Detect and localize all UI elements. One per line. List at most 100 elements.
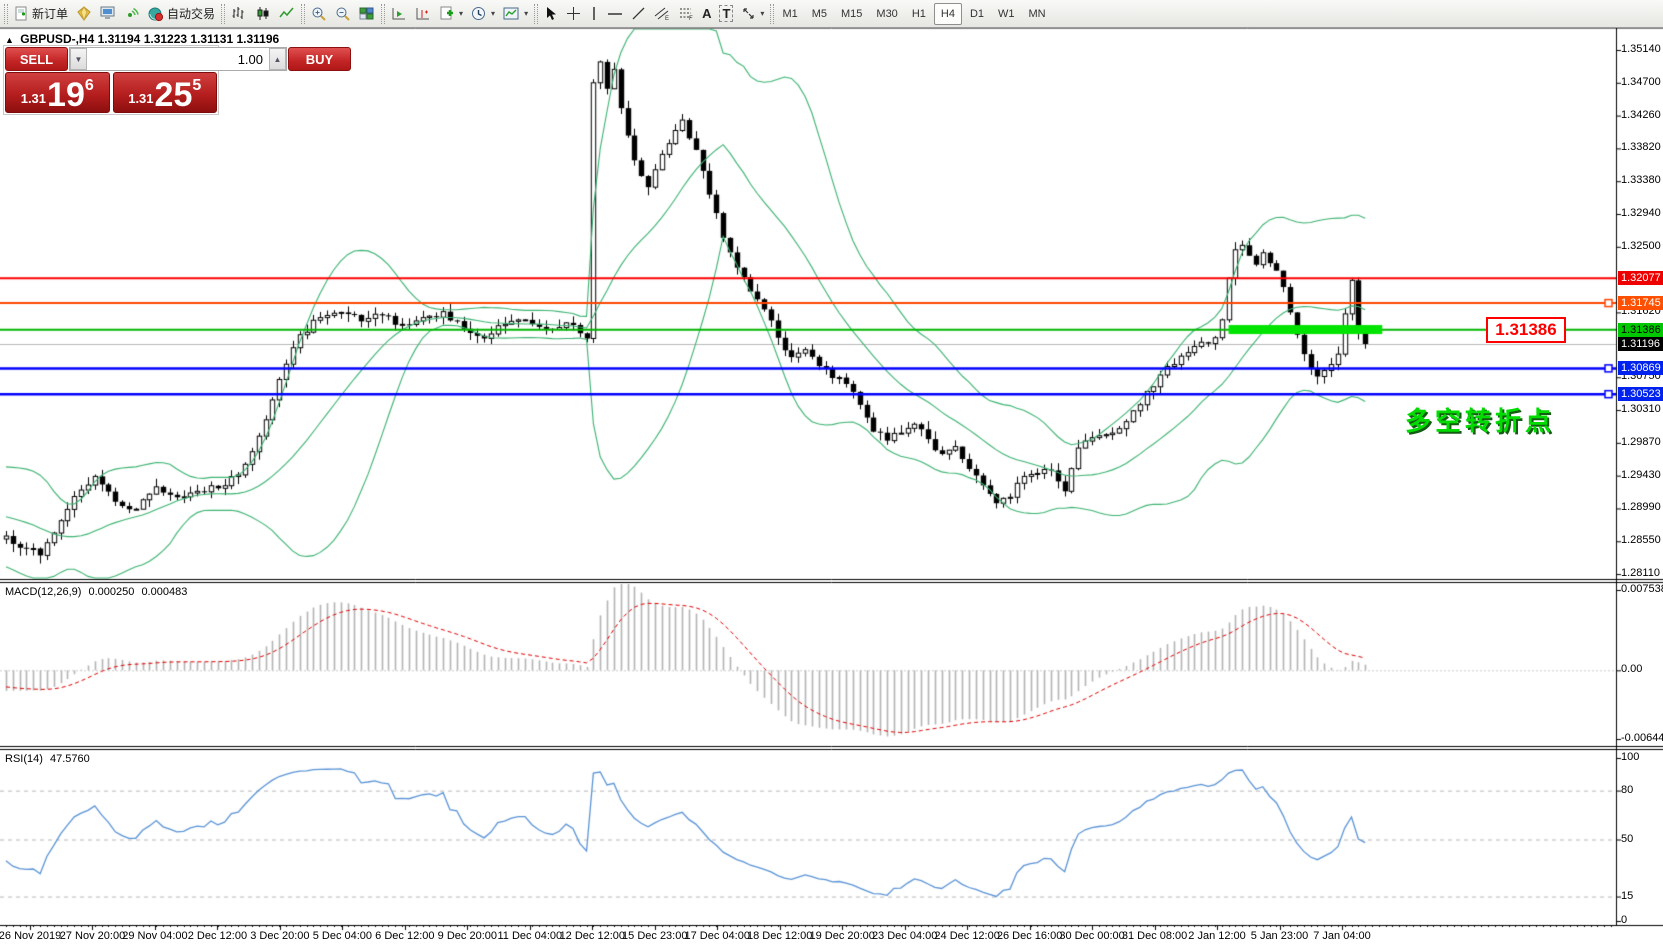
channel-tool-button[interactable]: E <box>650 2 674 26</box>
zoom-in-button[interactable] <box>307 2 331 26</box>
auto-trading-label: 自动交易 <box>167 7 216 21</box>
tile-windows-button[interactable] <box>355 2 379 26</box>
terminal-icon <box>100 6 116 21</box>
crosshair-tool-button[interactable] <box>562 2 585 26</box>
new-order-button[interactable]: 新订单 <box>10 2 72 26</box>
sell-button[interactable]: SELL <box>5 47 68 71</box>
toolbar-separator <box>381 3 386 24</box>
rsi-axis-tick: 50 <box>1621 832 1634 845</box>
price-axis-tick: 1.34700 <box>1621 75 1661 88</box>
price-axis-tick: 1.32940 <box>1621 207 1661 219</box>
timeframe-button-w1[interactable]: W1 <box>998 7 1015 20</box>
sell-price-panel[interactable]: 1.31 19 6 <box>5 72 110 113</box>
trendline-icon <box>631 6 646 21</box>
timeframe-button-d1[interactable]: D1 <box>969 7 984 20</box>
signal-button[interactable] <box>120 2 144 26</box>
chart-area: ▲ GBPUSD-,H4 1.31194 1.31223 1.31131 1.3… <box>0 28 1663 946</box>
cursor-tool-button[interactable] <box>540 2 562 26</box>
rsi-axis-tick: 80 <box>1621 783 1634 796</box>
timeframe-button-h1[interactable]: H1 <box>911 7 926 20</box>
auto-trading-button[interactable]: 自动交易 <box>144 2 219 26</box>
volume-input[interactable] <box>87 48 269 70</box>
fibonacci-tool-button[interactable]: F <box>674 2 698 26</box>
timeframe-button-m15[interactable]: M15 <box>841 7 863 20</box>
text-a-icon: A <box>702 6 712 21</box>
sell-price-sup: 6 <box>84 77 94 94</box>
time-axis-label: 30 Dec 00:00 <box>1059 930 1125 942</box>
price-axis-tick: 1.33380 <box>1621 174 1661 187</box>
macd-name: MACD(12,26,9) <box>5 586 82 598</box>
timeframe-button-m30[interactable]: M30 <box>876 7 898 20</box>
template-icon <box>503 6 520 21</box>
toolbar-separator <box>221 3 226 24</box>
collapse-arrow-icon[interactable]: ▲ <box>5 35 14 45</box>
time-axis-label: 31 Dec 08:00 <box>1121 930 1188 942</box>
zoom-out-button[interactable] <box>331 2 355 26</box>
price-axis-tick: 1.34260 <box>1621 108 1661 121</box>
macd-label: MACD(12,26,9) 0.000250 0.000483 <box>5 586 191 598</box>
dropdown-arrow-icon: ▾ <box>491 9 496 18</box>
time-axis: 26 Nov 2019 27 Nov 20:00 29 Nov 04:00 2 Dec… <box>0 927 1616 946</box>
vertical-line-tool-button[interactable] <box>585 2 603 26</box>
dropdown-arrow-icon: ▾ <box>760 9 765 18</box>
fibonacci-icon: F <box>678 6 694 21</box>
arrows-tool-button[interactable]: ▾ <box>737 2 768 26</box>
cursor-icon <box>544 6 558 21</box>
price-axis-tick: 1.32500 <box>1621 239 1661 252</box>
price-line-label: 1.30523 <box>1618 387 1663 402</box>
price-axis-tick: 1.30310 <box>1621 403 1661 416</box>
timeframe-button-m5[interactable]: M5 <box>811 7 827 20</box>
price-line-label: 1.31745 <box>1618 296 1663 311</box>
chart-shift-icon <box>415 6 431 21</box>
rsi-axis-tick: 15 <box>1621 889 1634 902</box>
new-chart-button[interactable]: ▾ <box>435 2 467 26</box>
candlestick-type-button[interactable] <box>251 2 275 26</box>
ohlc-close: 1.31196 <box>236 32 280 46</box>
time-axis-label: 29 Nov 04:00 <box>122 930 188 942</box>
time-axis-label: 2 Dec 12:00 <box>187 930 248 942</box>
ohlc-low: 1.31131 <box>190 32 234 46</box>
price-line-label: 1.30869 <box>1618 361 1663 376</box>
buy-button[interactable]: BUY <box>288 47 351 71</box>
timeframe-button-mn[interactable]: MN <box>1028 7 1046 20</box>
volume-decrease-button[interactable]: ▼ <box>70 48 87 70</box>
candlestick-icon <box>255 6 271 21</box>
bar-chart-type-button[interactable] <box>227 2 251 26</box>
toolbar-separator <box>301 3 306 24</box>
price-line-label: 1.32077 <box>1618 271 1663 286</box>
price-note-box[interactable]: 1.31386 <box>1486 317 1566 343</box>
text-label-tool-button[interactable]: T <box>715 2 737 26</box>
buy-price-panel[interactable]: 1.31 25 5 <box>112 72 217 113</box>
time-axis-label: 5 Jan 23:00 <box>1250 930 1309 942</box>
buy-price-sup: 5 <box>192 77 202 94</box>
timeframe-button-m1[interactable]: M1 <box>782 7 798 20</box>
periods-button[interactable]: ▾ <box>467 2 499 26</box>
svg-text:F: F <box>689 16 693 21</box>
horizontal-line-tool-button[interactable] <box>603 2 627 26</box>
text-tool-button[interactable]: A <box>698 2 715 26</box>
line-chart-type-button[interactable] <box>275 2 299 26</box>
equidistant-channel-icon: E <box>654 6 670 21</box>
toolbar-separator <box>534 3 539 24</box>
chart-canvas[interactable] <box>0 28 1663 946</box>
price-axis: 1.35140 1.34700 1.34260 1.33820 1.33380 1.329… <box>1617 28 1663 926</box>
volume-increase-button[interactable]: ▲ <box>269 48 286 70</box>
terminal-button[interactable] <box>96 2 120 26</box>
rsi-label: RSI(14) 47.5760 <box>5 753 94 765</box>
chart-shift-button[interactable] <box>411 2 435 26</box>
rsi-name: RSI(14) <box>5 753 43 765</box>
trendline-tool-button[interactable] <box>627 2 650 26</box>
price-line-label: 1.31386 <box>1618 322 1663 337</box>
gem-button[interactable] <box>72 2 96 26</box>
rsi-value: 47.5760 <box>49 753 90 765</box>
timeframe-button-h4[interactable]: H4 <box>933 2 962 25</box>
sell-price-big: 19 <box>47 76 85 115</box>
price-axis-tick: 1.28550 <box>1621 534 1661 547</box>
time-axis-label: 15 Dec 23:00 <box>622 930 688 942</box>
chart-symbol-label: GBPUSD-,H4 <box>20 32 95 46</box>
turning-point-annotation[interactable]: 多空转折点 <box>1405 406 1556 436</box>
auto-scroll-button[interactable] <box>387 2 411 26</box>
macd-axis-tick: 0.00 <box>1621 663 1643 676</box>
arrows-icon <box>741 6 756 21</box>
template-button[interactable]: ▾ <box>499 2 532 26</box>
